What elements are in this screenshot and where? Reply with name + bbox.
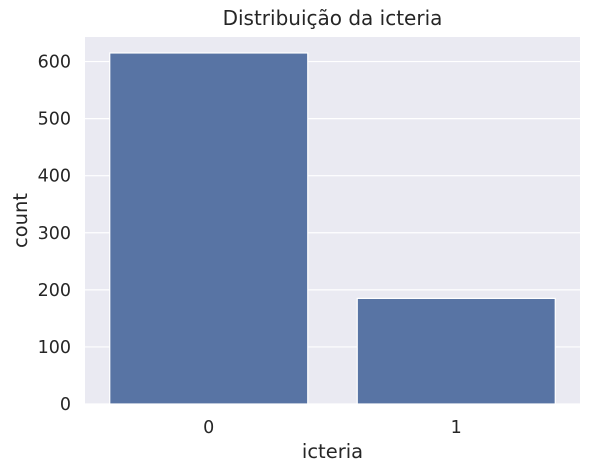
chart-title: Distribuição da icteria xyxy=(223,6,443,30)
y-tick-label: 600 xyxy=(38,53,71,73)
y-axis-label: count xyxy=(9,193,32,248)
x-tick-label: 1 xyxy=(451,418,462,438)
bar-0 xyxy=(109,52,309,405)
y-tick-label: 100 xyxy=(38,338,71,358)
bar-1 xyxy=(356,297,556,405)
y-tick-label: 400 xyxy=(38,167,71,187)
bars xyxy=(109,52,556,405)
y-axis-ticks: 0 100 200 300 400 500 600 xyxy=(38,53,71,415)
y-tick-label: 0 xyxy=(60,395,71,415)
y-tick-label: 300 xyxy=(38,224,71,244)
x-axis-label: icteria xyxy=(302,440,363,463)
x-tick-label: 0 xyxy=(203,418,214,438)
y-tick-label: 200 xyxy=(38,281,71,301)
y-tick-label: 500 xyxy=(38,110,71,130)
